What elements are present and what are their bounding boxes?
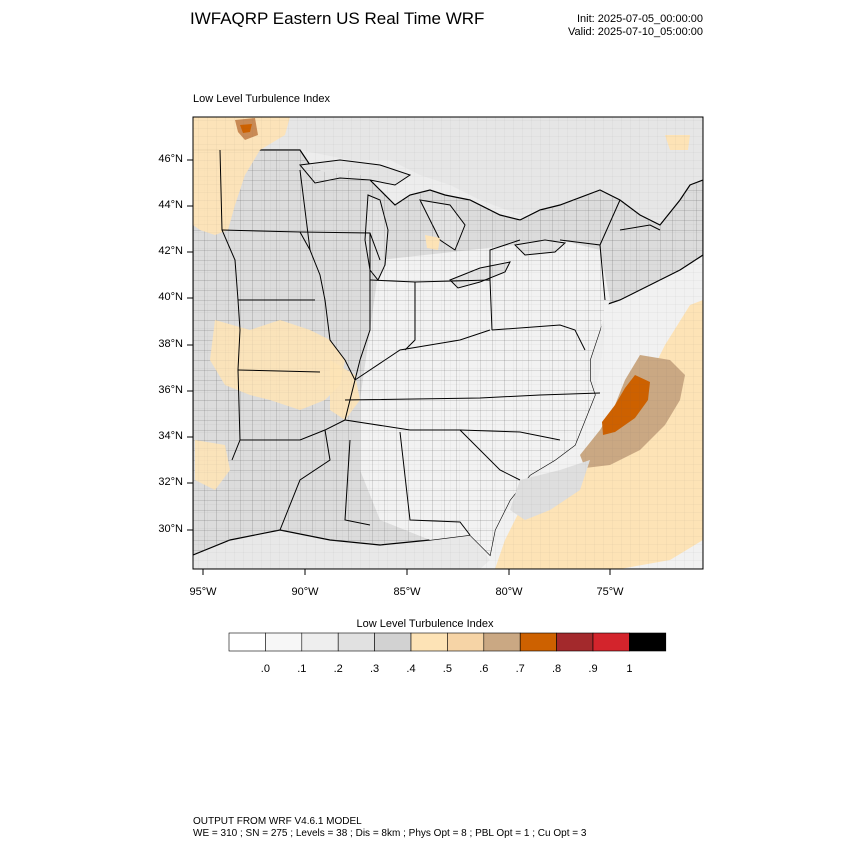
- lat-label: 42°N: [158, 245, 183, 257]
- colorbar-swatch: [337, 632, 375, 652]
- colorbar-swatch: [228, 632, 266, 652]
- time-info: Init: 2025-07-05_00:00:00 Valid: 2025-07…: [568, 13, 703, 39]
- lat-label: 34°N: [158, 430, 183, 442]
- colorbar-tick-label: .3: [370, 663, 380, 675]
- colorbar-tick-label: .4: [406, 663, 416, 675]
- colorbar-tick-label: .6: [479, 663, 489, 675]
- colorbar-tick-label: .5: [442, 663, 452, 675]
- lon-label: 85°W: [393, 586, 421, 598]
- lat-label: 36°N: [158, 384, 183, 396]
- valid-time: Valid: 2025-07-10_05:00:00: [568, 26, 703, 38]
- lat-label: 32°N: [158, 476, 183, 488]
- lat-label: 30°N: [158, 523, 183, 535]
- colorbar-swatch: [374, 632, 412, 652]
- colorbar-swatch: [519, 632, 557, 652]
- lon-label: 80°W: [495, 586, 523, 598]
- colorbar-tick-label: .1: [297, 663, 307, 675]
- init-time: Init: 2025-07-05_00:00:00: [577, 13, 703, 25]
- lat-label: 40°N: [158, 291, 183, 303]
- lon-label: 95°W: [189, 586, 217, 598]
- colorbar-swatch: [592, 632, 630, 652]
- colorbar-tick-label: .9: [588, 663, 598, 675]
- map-subtitle: Low Level Turbulence Index: [193, 93, 330, 105]
- model-footer: OUTPUT FROM WRF V4.6.1 MODEL WE = 310 ; …: [193, 816, 586, 840]
- colorbar-tick-label: .7: [515, 663, 525, 675]
- colorbar-swatch: [301, 632, 339, 652]
- lon-label: 75°W: [596, 586, 624, 598]
- plot-title: IWFAQRP Eastern US Real Time WRF: [190, 9, 485, 28]
- county-texture: [193, 117, 703, 569]
- axis-ticks: [187, 159, 611, 575]
- lon-label: 90°W: [291, 586, 319, 598]
- colorbar-swatch: [483, 632, 521, 652]
- colorbar-swatch: [265, 632, 303, 652]
- colorbar-title: Low Level Turbulence Index: [356, 618, 494, 630]
- colorbar-tick-label: .0: [260, 663, 270, 675]
- lat-label: 46°N: [158, 153, 183, 165]
- colorbar-swatch: [410, 632, 448, 652]
- colorbar-tick-label: 1: [626, 663, 633, 675]
- footer-config: WE = 310 ; SN = 275 ; Levels = 38 ; Dis …: [193, 828, 587, 839]
- colorbar-tick-label: .2: [333, 663, 343, 675]
- map-frame: [192, 116, 704, 570]
- colorbar-swatch: [629, 632, 667, 652]
- colorbar-swatch: [447, 632, 485, 652]
- lat-label: 44°N: [158, 199, 183, 211]
- colorbar-swatch: [556, 632, 594, 652]
- footer-model: OUTPUT FROM WRF V4.6.1 MODEL: [193, 816, 362, 827]
- colorbar: [228, 632, 667, 652]
- lat-label: 38°N: [158, 338, 183, 350]
- colorbar-tick-label: .8: [552, 663, 562, 675]
